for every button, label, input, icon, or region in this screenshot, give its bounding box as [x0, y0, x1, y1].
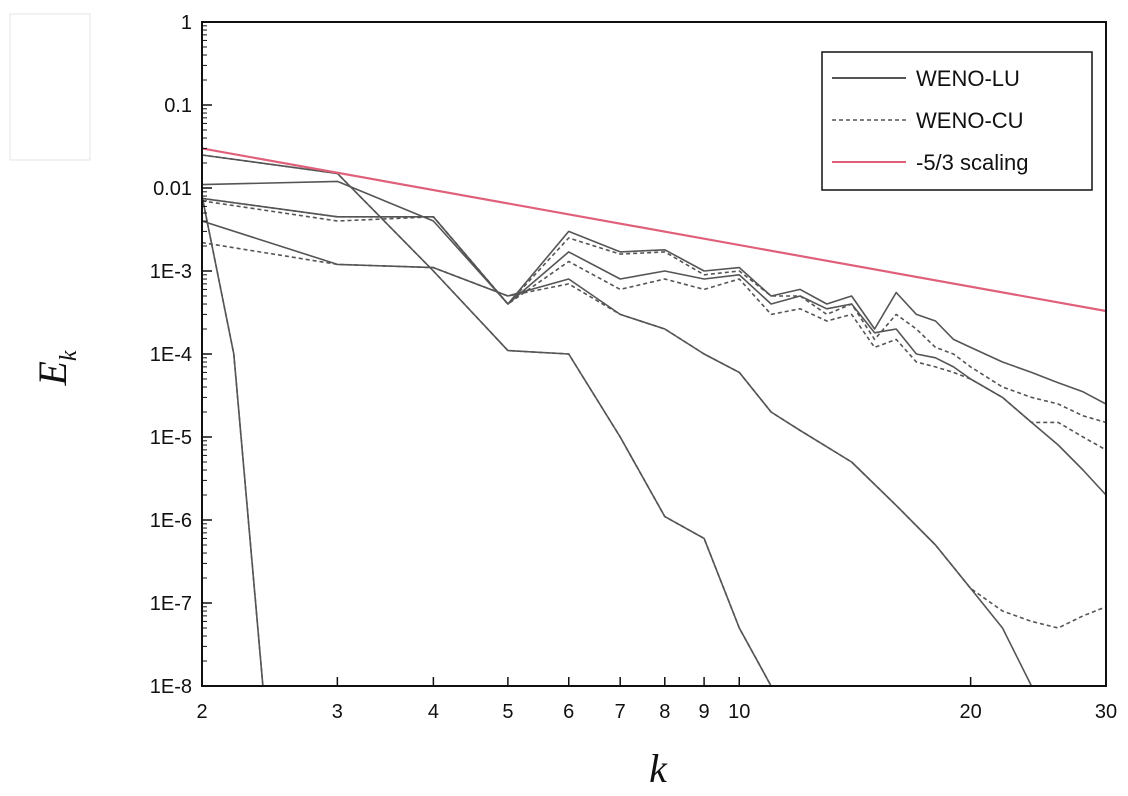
y-tick-label: 1E-5 [150, 427, 192, 449]
x-tick-label: 30 [1095, 701, 1117, 723]
series-line-8 [202, 200, 1106, 451]
y-tick-label: 0.1 [164, 95, 192, 117]
y-tick-label: 1E-8 [150, 676, 192, 698]
y-axis-label: Ek [30, 350, 82, 386]
y-tick-label: 1E-7 [150, 593, 192, 615]
legend-label: WENO-CU [916, 108, 1024, 133]
axes: 2 3 4 5 6 7 8 9 10 20 30 1 0.1 0.01 1E-3 1E-4 1E-5 1E-6 1E… [150, 12, 1117, 723]
series-line-10 [202, 197, 1106, 424]
y-tick-label: 1E-4 [150, 344, 192, 366]
series-line-11 [202, 147, 1106, 313]
series-line-9 [202, 197, 1106, 405]
y-tick-label: 0.01 [153, 178, 192, 200]
x-tick-label: 5 [502, 701, 513, 723]
y-tick-label: 1E-6 [150, 510, 192, 532]
x-tick-label: 4 [428, 701, 439, 723]
x-tick-label: 20 [960, 701, 982, 723]
series-line-7 [202, 180, 1106, 496]
x-tick-label: 2 [196, 701, 207, 723]
legend: WENO-LU WENO-CU -5/3 scaling [821, 51, 1093, 191]
x-tick-label: 10 [728, 701, 750, 723]
series-line-6 [202, 241, 1106, 629]
legend-label: -5/3 scaling [916, 150, 1029, 175]
legend-box [821, 51, 1093, 191]
x-tick-label: 3 [332, 701, 343, 723]
y-axis-label-subscript: k [56, 350, 82, 361]
x-tick-label: 9 [699, 701, 710, 723]
x-tick-label: 7 [615, 701, 626, 723]
series-line-2 [202, 195, 264, 686]
x-axis-label: k [649, 746, 668, 791]
series-line-5 [202, 220, 1033, 686]
y-axis-label-main: E [30, 361, 75, 386]
x-tick-label: 8 [659, 701, 670, 723]
y-tick-label: 1E-3 [150, 261, 192, 283]
x-tick-label: 6 [563, 701, 574, 723]
corner-artifact [9, 13, 91, 161]
y-tick-label: 1 [181, 12, 192, 34]
plot-area [202, 147, 1106, 686]
series-line-1 [202, 195, 264, 686]
legend-label: WENO-LU [916, 66, 1020, 91]
series-line-4 [202, 154, 772, 686]
